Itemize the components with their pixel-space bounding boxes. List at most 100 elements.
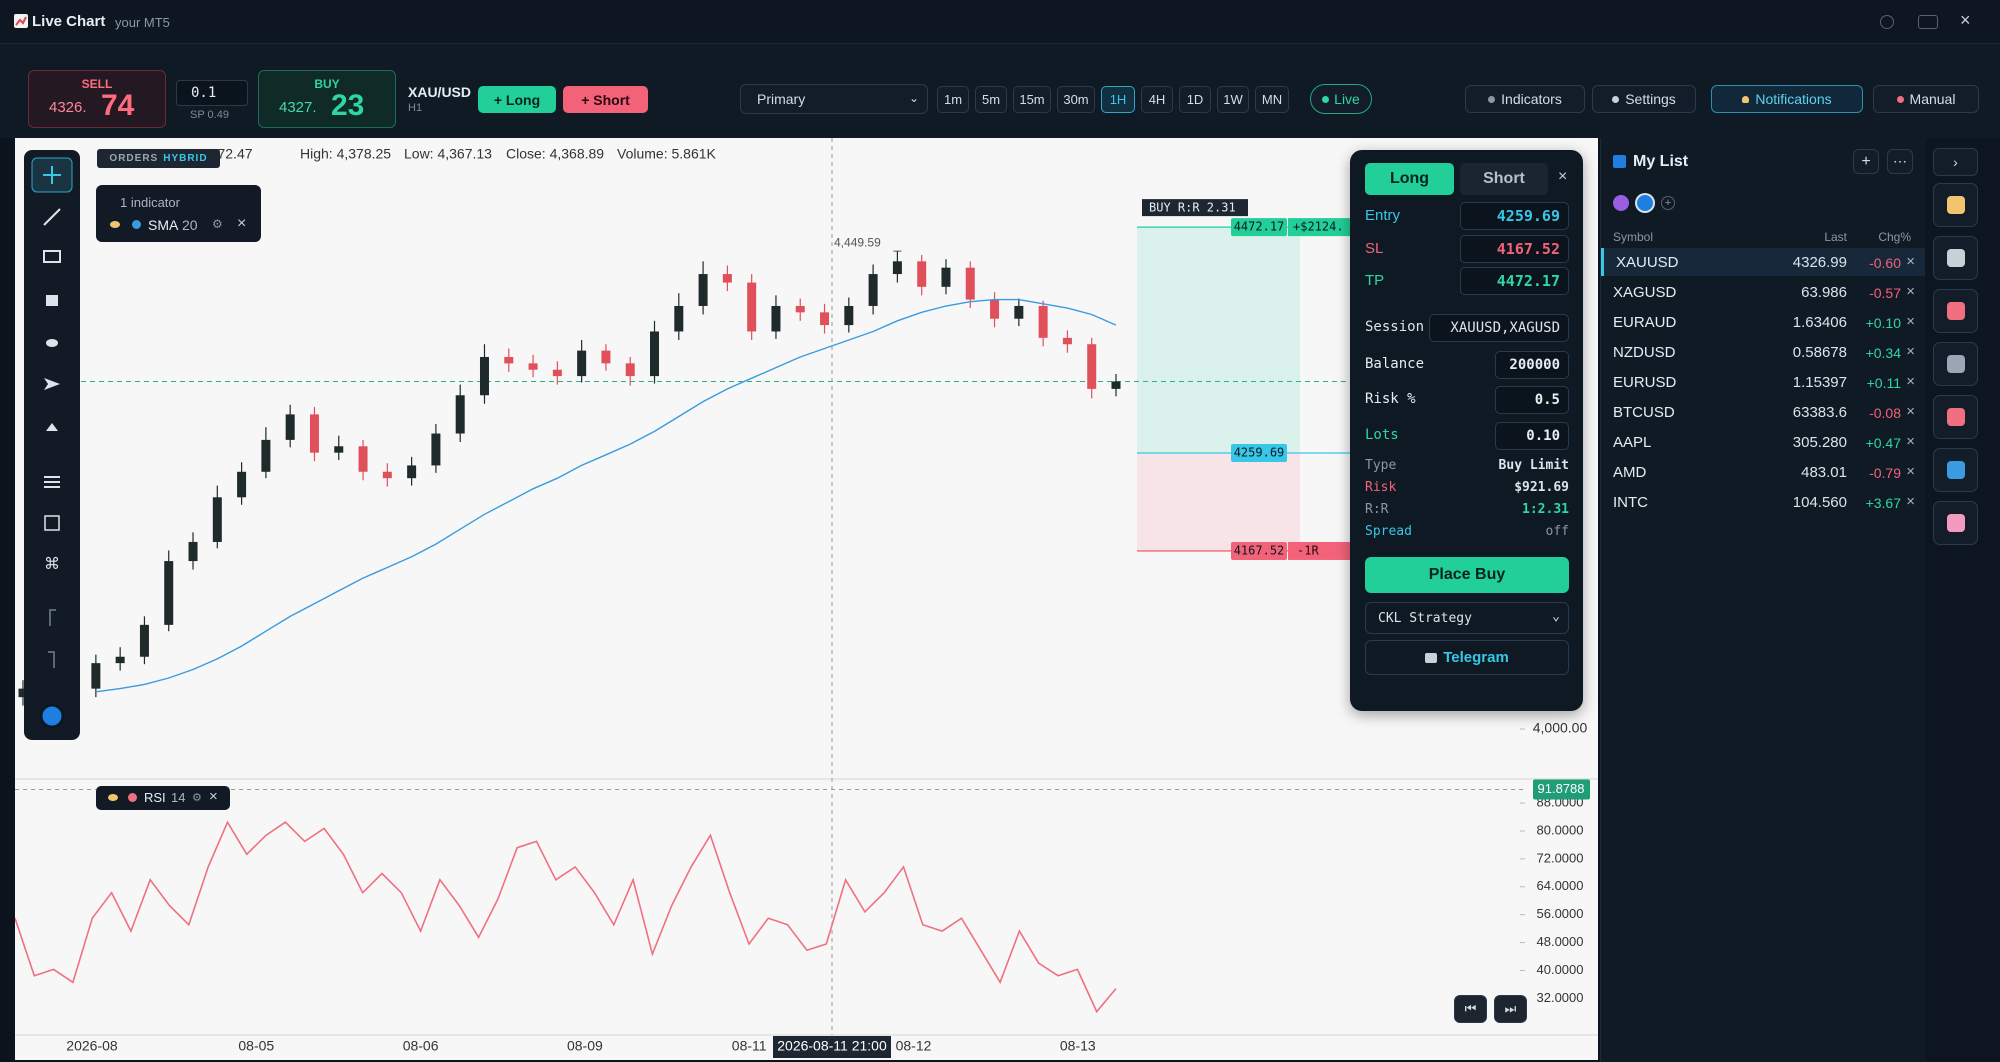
scroll-end[interactable]: ⏭ — [1494, 995, 1527, 1023]
candle-body — [528, 363, 538, 370]
entry-input[interactable]: 4259.69 — [1460, 202, 1569, 230]
rectangle-tool[interactable] — [43, 250, 61, 263]
undo-tool[interactable] — [49, 609, 56, 626]
ellipse-tool[interactable] — [46, 339, 58, 347]
rail-button[interactable] — [1933, 236, 1978, 280]
balance-input[interactable]: 200000 — [1495, 351, 1569, 379]
path-tool[interactable] — [46, 423, 58, 431]
tp-pnl-tag — [1288, 218, 1358, 237]
indicator-settings[interactable]: ⚙ — [212, 217, 223, 231]
last-price: 1.15397 — [1792, 374, 1847, 391]
visibility-icon[interactable] — [110, 221, 120, 228]
watchlist-row[interactable]: EURUSD 1.15397 +0.11 × — [1601, 368, 1925, 396]
short-tab[interactable]: Short — [1460, 163, 1548, 195]
watchlist-row[interactable]: NZDUSD 0.58678 +0.34 × — [1601, 338, 1925, 366]
remove-symbol[interactable]: × — [1906, 373, 1915, 390]
remove-symbol[interactable]: × — [1906, 253, 1915, 270]
candle-body — [844, 305, 854, 326]
timeframe-button[interactable]: 30m — [1057, 86, 1095, 113]
toolbar-button[interactable]: Manual — [1873, 85, 1979, 113]
close-button[interactable]: × — [1960, 10, 1971, 30]
redo-tool[interactable] — [48, 651, 55, 668]
add-list[interactable]: + — [1661, 196, 1675, 210]
remove-symbol[interactable]: × — [1906, 433, 1915, 450]
timeframe-button[interactable]: 1D — [1179, 86, 1211, 113]
lots-input[interactable]: 0.10 — [1495, 422, 1569, 450]
timeframe-button[interactable]: 15m — [1013, 86, 1051, 113]
list-color[interactable] — [1637, 195, 1653, 211]
sell-box[interactable]: SELL 4326. 74 — [28, 70, 166, 128]
list-menu[interactable]: ⋯ — [1887, 149, 1913, 174]
minimize-button[interactable] — [1880, 15, 1894, 29]
rail-button[interactable] — [1933, 395, 1978, 439]
command-tool[interactable]: ⌘ — [44, 556, 60, 573]
rail-button[interactable] — [1933, 289, 1978, 333]
live-button[interactable]: Live — [1310, 84, 1372, 114]
layout-dropdown[interactable]: Primary ⌄ — [740, 84, 928, 114]
timeframe-button[interactable]: MN — [1255, 86, 1289, 113]
spread-label: SP 0.49 — [190, 109, 229, 121]
toolbar-button[interactable]: Settings — [1592, 85, 1696, 113]
indicator-remove[interactable]: × — [209, 788, 218, 805]
sl-input[interactable]: 4167.52 — [1460, 235, 1569, 263]
timeframe-button[interactable]: 1W — [1217, 86, 1249, 113]
place-order-button[interactable]: Place Buy — [1365, 557, 1569, 593]
close-panel[interactable]: × — [1558, 168, 1568, 185]
button-label: Indicators — [1501, 91, 1562, 107]
remove-symbol[interactable]: × — [1906, 403, 1915, 420]
indicator-remove[interactable]: × — [237, 215, 247, 232]
timeframe-button[interactable]: 5m — [975, 86, 1007, 113]
collapse-button[interactable]: › — [1933, 148, 1978, 176]
buy-price-pips: 23 — [331, 89, 365, 122]
indicator-settings[interactable]: ⚙ — [192, 792, 202, 804]
remove-symbol[interactable]: × — [1906, 493, 1915, 510]
toolbar-button[interactable]: Notifications — [1711, 85, 1863, 113]
watchlist-row[interactable]: XAGUSD 63.986 -0.57 × — [1601, 278, 1925, 306]
trendline-tool[interactable] — [43, 208, 61, 226]
rail-button[interactable] — [1933, 183, 1978, 227]
scroll-start[interactable]: ⏮ — [1454, 995, 1487, 1023]
rail-button[interactable] — [1933, 342, 1978, 386]
watchlist-row[interactable]: INTC 104.560 +3.67 × — [1601, 488, 1925, 516]
candle-body — [212, 497, 222, 542]
maximize-button[interactable] — [1918, 15, 1938, 29]
timeframe-button[interactable]: 1H — [1101, 86, 1135, 113]
lot-input[interactable]: 0.1 — [176, 80, 248, 106]
timeframe-button[interactable]: 1m — [937, 86, 969, 113]
rail-button[interactable] — [1933, 501, 1978, 545]
list-tool[interactable] — [44, 476, 60, 488]
remove-symbol[interactable]: × — [1906, 463, 1915, 480]
timeframe-button[interactable]: 4H — [1141, 86, 1173, 113]
frame-tool[interactable] — [44, 515, 60, 531]
risk-pct-input[interactable]: 0.5 — [1495, 386, 1569, 414]
watchlist-row[interactable]: XAUUSD 4326.99 -0.60 × — [1601, 248, 1925, 276]
add-symbol[interactable]: + — [1853, 149, 1879, 174]
telegram-button[interactable]: Telegram — [1365, 640, 1569, 675]
watchlist-row[interactable]: BTCUSD 63383.6 -0.08 × — [1601, 398, 1925, 426]
watchlist-row[interactable]: AAPL 305.280 +0.47 × — [1601, 428, 1925, 456]
remove-symbol[interactable]: × — [1906, 313, 1915, 330]
visibility-icon[interactable] — [108, 794, 118, 801]
trade-tag-label: BUY R:R 2.31 — [1149, 201, 1236, 215]
fib-tool[interactable] — [46, 295, 58, 306]
buy-box[interactable]: BUY 4327. 23 — [258, 70, 396, 128]
last-price: 104.560 — [1792, 494, 1847, 511]
tp-input[interactable]: 4472.17 — [1460, 267, 1569, 295]
toolbar-button[interactable]: Indicators — [1465, 85, 1585, 113]
column-header: Last — [1824, 230, 1847, 244]
long-button[interactable]: + Long — [478, 86, 556, 113]
remove-symbol[interactable]: × — [1906, 343, 1915, 360]
list-color[interactable] — [1613, 195, 1629, 211]
rail-button[interactable] — [1933, 448, 1978, 492]
session-input[interactable]: XAUUSD,XAGUSD — [1429, 314, 1569, 342]
arrow-tool[interactable] — [44, 378, 60, 390]
mode-badge[interactable]: ORDERS HYBRID — [97, 149, 220, 168]
remove-symbol[interactable]: × — [1906, 283, 1915, 300]
strategy-dropdown[interactable]: CKL Strategy ⌄ — [1365, 602, 1569, 634]
long-tab[interactable]: Long — [1365, 163, 1454, 195]
order-panel: Long Short × Entry 4259.69 SL 4167.52 TP… — [1350, 150, 1583, 711]
short-button[interactable]: + Short — [563, 86, 648, 113]
watchlist-row[interactable]: EURAUD 1.63406 +0.10 × — [1601, 308, 1925, 336]
color-picker[interactable] — [39, 703, 65, 729]
watchlist-row[interactable]: AMD 483.01 -0.79 × — [1601, 458, 1925, 486]
